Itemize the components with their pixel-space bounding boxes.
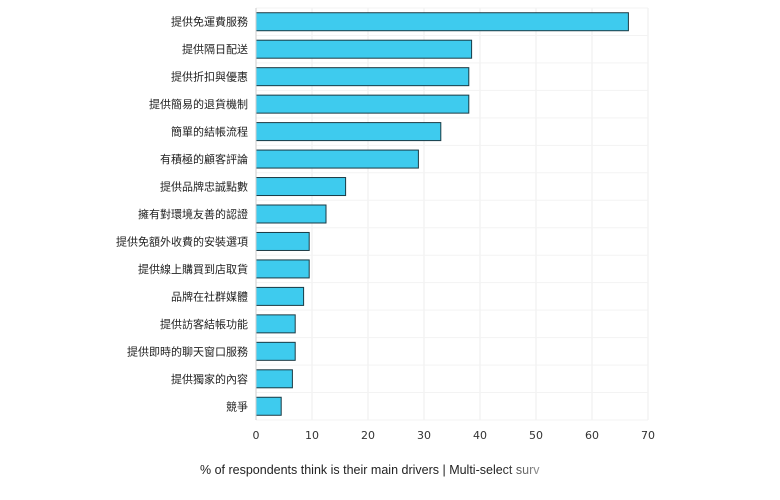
bar xyxy=(255,286,305,306)
x-tick-label: 70 xyxy=(641,429,655,442)
bar xyxy=(255,39,473,59)
category-label: 競爭 xyxy=(226,399,248,413)
bar xyxy=(255,314,296,334)
caption-fade-overlay xyxy=(500,455,590,487)
category-label: 提供折扣與優惠 xyxy=(171,70,248,84)
bar xyxy=(255,204,327,224)
x-axis-caption: % of respondents think is their main dri… xyxy=(200,463,540,477)
x-tick-label: 20 xyxy=(361,429,375,442)
bar xyxy=(255,177,347,197)
category-label: 提供即時的聊天窗口服務 xyxy=(127,344,248,358)
bar xyxy=(255,231,310,251)
category-label: 提供線上購買到店取貨 xyxy=(138,262,248,276)
bar xyxy=(255,94,470,114)
x-tick-label: 0 xyxy=(253,429,260,442)
x-tick-label: 50 xyxy=(529,429,543,442)
bar xyxy=(255,396,282,416)
x-tick-label: 40 xyxy=(473,429,487,442)
category-label: 提供隔日配送 xyxy=(182,42,248,56)
category-label: 提供訪客結帳功能 xyxy=(160,317,248,331)
category-label: 提供簡易的退貨機制 xyxy=(149,97,248,111)
bar xyxy=(255,259,310,279)
category-label: 提供品牌忠誠點數 xyxy=(160,180,248,194)
bar xyxy=(255,341,296,361)
category-label: 擁有對環境友善的認證 xyxy=(138,207,248,221)
category-label: 品牌在社群媒體 xyxy=(171,289,248,303)
category-label: 提供免額外收費的安裝選項 xyxy=(116,234,248,248)
bar xyxy=(255,149,419,169)
bar xyxy=(255,12,629,32)
x-tick-label: 10 xyxy=(305,429,319,442)
x-tick-label: 60 xyxy=(585,429,599,442)
x-tick-label: 30 xyxy=(417,429,431,442)
bar xyxy=(255,67,470,87)
category-label: 提供免運費服務 xyxy=(171,15,248,29)
bar xyxy=(255,369,293,389)
category-label: 提供獨家的內容 xyxy=(171,372,248,386)
category-label: 簡單的結帳流程 xyxy=(171,125,248,139)
bar xyxy=(255,122,442,142)
category-label: 有積極的顧客評論 xyxy=(160,152,248,166)
